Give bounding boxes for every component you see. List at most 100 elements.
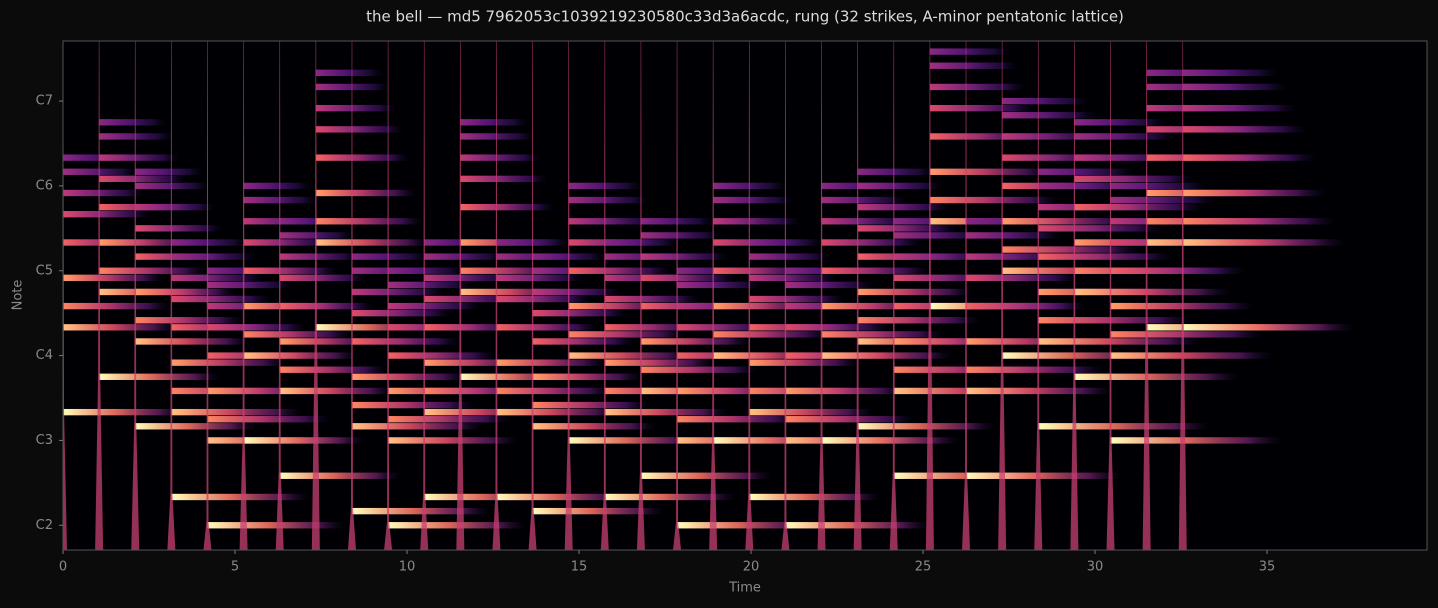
partial-band [243, 437, 365, 444]
partial-band [99, 133, 174, 140]
partial-band [857, 423, 996, 430]
partial-band [929, 133, 1043, 140]
y-tick-label: C4 [36, 348, 53, 363]
partial-band [640, 472, 772, 479]
partial-band [351, 401, 475, 409]
onset-transient [95, 41, 104, 550]
onset-transient [745, 41, 754, 550]
partial-band [63, 168, 138, 175]
onset-transient [63, 41, 67, 550]
onset-transient [528, 41, 537, 550]
partial-band [785, 281, 875, 289]
x-tick-label: 20 [743, 560, 760, 575]
partial-band [713, 302, 823, 310]
partial-band [171, 239, 249, 246]
partial-band [640, 232, 722, 239]
partial-band [1038, 338, 1201, 345]
partial-band [568, 267, 671, 274]
onset-transient [1106, 41, 1115, 550]
partial-band [207, 324, 308, 331]
partial-band [713, 331, 830, 338]
partial-band [279, 218, 348, 225]
y-tick-label: C6 [36, 178, 53, 193]
partial-band [243, 331, 351, 338]
partial-band [604, 295, 700, 303]
partial-band [99, 267, 207, 274]
partial-band [857, 225, 958, 232]
partial-band [1002, 133, 1106, 140]
x-tick-label: 15 [571, 560, 588, 575]
partial-band [568, 352, 693, 359]
x-tick-label: 5 [231, 560, 239, 575]
partial-band [351, 338, 460, 345]
partial-band [749, 493, 881, 501]
partial-band [315, 83, 390, 91]
partial-band [315, 69, 384, 76]
partial-band [1182, 189, 1327, 197]
partial-band [1074, 373, 1240, 380]
partial-band [749, 274, 837, 282]
partial-band [1002, 218, 1132, 225]
onset-transient [600, 41, 609, 550]
onset-transient [239, 41, 248, 550]
partial-band [243, 239, 331, 246]
partial-band [1038, 317, 1192, 324]
partial-band [388, 416, 511, 423]
partial-band [207, 522, 346, 529]
partial-band [532, 507, 664, 515]
partial-band [315, 154, 410, 161]
partial-band [207, 416, 330, 423]
partial-band [1110, 267, 1245, 274]
partial-band [1002, 97, 1089, 105]
partial-band [135, 338, 250, 345]
partial-band [568, 302, 678, 310]
onset-transient [998, 41, 1007, 550]
onset-transient [889, 41, 898, 550]
partial-band [279, 274, 368, 282]
partial-band [171, 408, 302, 416]
partial-band [893, 338, 1024, 345]
partial-band [424, 253, 505, 260]
partial-band [821, 239, 922, 246]
x-axis-label: Time [728, 581, 761, 596]
partial-band [171, 295, 272, 303]
partial-band [1002, 112, 1098, 119]
onset-transient [709, 41, 718, 550]
partial-band [1110, 182, 1207, 190]
partial-band [857, 203, 950, 211]
partial-band [1074, 154, 1186, 161]
partial-band [966, 472, 1121, 479]
partial-band [1182, 324, 1355, 331]
y-tick-label: C3 [36, 433, 53, 448]
partial-band [1074, 133, 1176, 140]
partial-band [640, 253, 729, 260]
partial-band [63, 324, 177, 331]
partial-band [279, 366, 387, 373]
x-tick-label: 30 [1087, 560, 1104, 575]
partial-band [749, 295, 845, 303]
partial-band [135, 225, 223, 232]
onset-transient [781, 41, 790, 550]
onset-transient [1034, 41, 1043, 550]
partial-band [315, 104, 397, 112]
partial-band [1110, 331, 1264, 338]
partial-band [63, 189, 144, 197]
partial-band [388, 281, 473, 289]
partial-band [1074, 288, 1231, 296]
partial-band [929, 104, 1035, 112]
partial-band [315, 324, 437, 331]
partial-band [99, 175, 187, 183]
partial-band [532, 373, 642, 380]
partial-band [821, 437, 960, 444]
partial-band [279, 387, 394, 395]
onset-transient [564, 41, 573, 550]
onset-transient [420, 41, 429, 550]
partial-band [677, 387, 792, 395]
partial-band [99, 154, 180, 161]
partial-band [135, 423, 256, 430]
partial-band [171, 493, 309, 501]
partial-band [640, 274, 736, 282]
partial-band [243, 352, 358, 359]
partial-band [460, 267, 568, 274]
partial-band [532, 288, 621, 296]
